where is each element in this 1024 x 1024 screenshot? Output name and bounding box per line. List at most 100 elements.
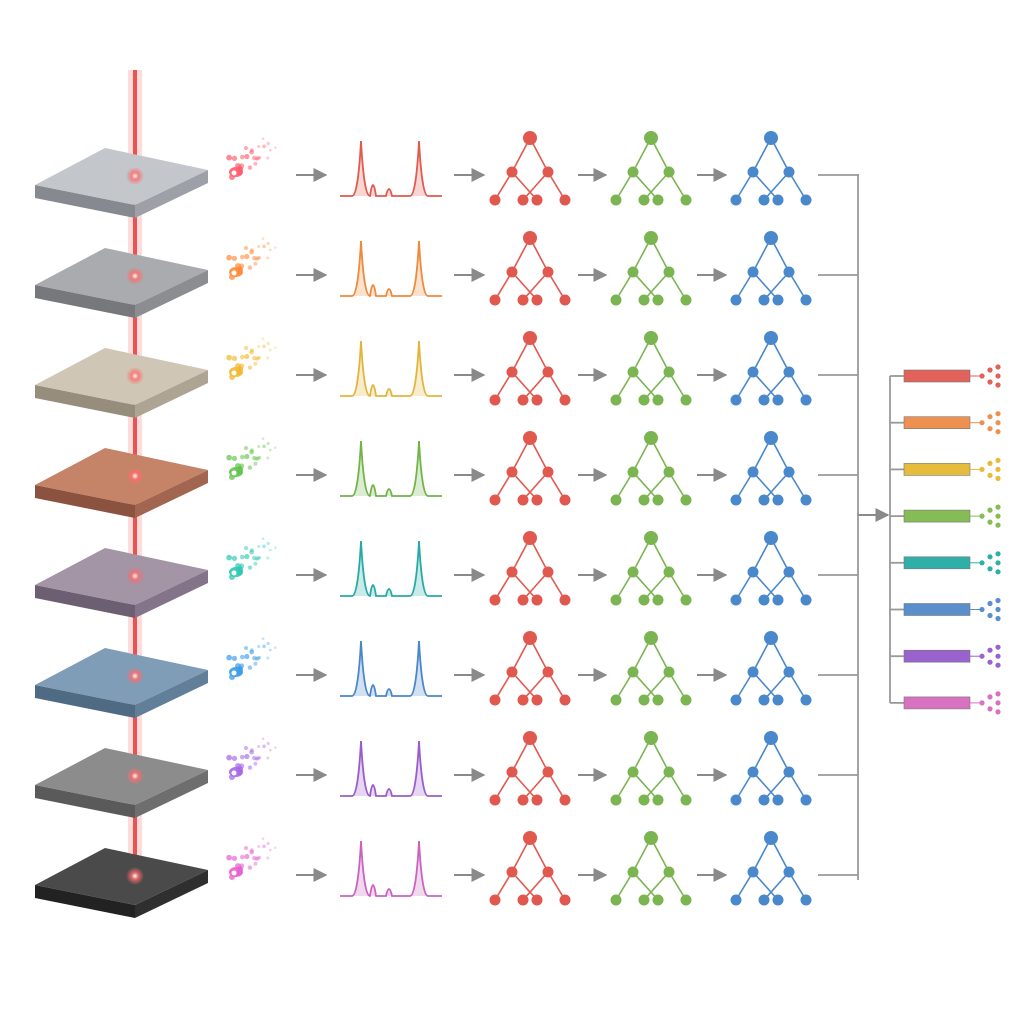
- tree-node: [764, 731, 778, 745]
- output-dot: [995, 420, 1001, 426]
- plume-particle: [239, 163, 245, 169]
- plume-particle: [254, 857, 259, 861]
- plume-particle: [268, 348, 272, 352]
- tree-node: [680, 294, 692, 306]
- plume-particle: [253, 461, 258, 466]
- plume-particle: [244, 153, 250, 160]
- plume-particle: [252, 255, 257, 261]
- plume-particle: [244, 753, 250, 760]
- tree-edge: [763, 671, 790, 701]
- tree-node: [638, 694, 650, 706]
- output-dot: [987, 367, 993, 373]
- tree-node: [680, 594, 692, 606]
- plume-particle: [226, 154, 232, 161]
- plume-particle: [239, 763, 245, 769]
- tree-node: [680, 794, 692, 806]
- plume-particle: [261, 337, 265, 341]
- tree-edge: [522, 871, 549, 901]
- tree-node: [523, 731, 537, 745]
- tree-edge: [763, 471, 790, 501]
- output-dot: [995, 466, 1001, 472]
- tree-node: [627, 366, 639, 378]
- plume-particle: [249, 549, 254, 555]
- plume-particle: [274, 446, 277, 449]
- tree-node: [506, 466, 518, 478]
- plume-particle: [250, 148, 254, 153]
- tree-node: [489, 294, 501, 306]
- plume-particle: [266, 156, 270, 160]
- plume-particle: [266, 141, 270, 146]
- tree-node: [764, 531, 778, 545]
- plume-particle: [253, 661, 258, 666]
- tree-node: [542, 166, 554, 178]
- plume-particle: [249, 149, 254, 155]
- plume-particle: [257, 355, 262, 360]
- tree-node: [638, 194, 650, 206]
- spectrum: [340, 240, 442, 297]
- tree-edge: [643, 571, 670, 601]
- tree-edge: [632, 371, 659, 401]
- plume-particle: [244, 453, 250, 460]
- tree-node: [644, 531, 658, 545]
- output-dot: [987, 566, 993, 572]
- plume-particle: [253, 761, 258, 766]
- tree-node: [517, 194, 529, 206]
- pipeline-row: [35, 631, 858, 718]
- tree-node: [542, 866, 554, 878]
- tree-node: [730, 394, 742, 406]
- tree-node: [680, 194, 692, 206]
- plume-particle: [252, 555, 257, 561]
- tree-node: [627, 566, 639, 578]
- plume-particle: [252, 855, 257, 861]
- spectrum: [340, 340, 442, 397]
- plume-particle: [257, 644, 261, 649]
- plume-particle: [254, 157, 259, 161]
- tree-node: [680, 494, 692, 506]
- plume-particle: [244, 553, 250, 560]
- tree-node: [758, 394, 770, 406]
- spectrum-fill: [340, 441, 442, 496]
- tree-node: [489, 894, 501, 906]
- tree-node: [542, 266, 554, 278]
- output-dot: [995, 597, 1001, 604]
- plate-top: [35, 348, 208, 405]
- tree-node: [506, 666, 518, 678]
- plume-particle: [252, 355, 257, 361]
- plume-particle: [266, 441, 270, 446]
- tree-node: [783, 866, 795, 878]
- feature-bar: [903, 509, 971, 523]
- pipeline-row: [35, 731, 858, 818]
- spectrum: [340, 840, 442, 897]
- tree-node: [531, 494, 543, 506]
- output-dot: [995, 551, 1001, 557]
- tree-edge: [763, 571, 790, 601]
- tree-node: [772, 394, 784, 406]
- output-dot: [987, 647, 993, 653]
- tree-edge: [643, 271, 670, 301]
- output-dot: [987, 694, 993, 700]
- tree-edge: [511, 571, 538, 601]
- pipeline-row: [35, 431, 858, 518]
- tree-edge: [643, 371, 670, 401]
- plume-particle: [231, 755, 238, 762]
- plate-side: [35, 685, 135, 718]
- spectrum-fill: [340, 341, 442, 396]
- plume-particle: [262, 844, 266, 849]
- output-dot: [995, 513, 1001, 519]
- plume-particle: [253, 361, 258, 366]
- plume-particle: [250, 348, 254, 353]
- tree-node: [758, 794, 770, 806]
- tree-node: [772, 494, 784, 506]
- tree-node: [680, 694, 692, 706]
- tree-node: [559, 394, 571, 406]
- spectrum-fill: [340, 641, 442, 696]
- plume-particle: [249, 249, 254, 255]
- tree-node: [506, 766, 518, 778]
- tree-edge: [511, 771, 538, 801]
- tree-node: [523, 531, 537, 545]
- output-dot: [995, 429, 1001, 435]
- tree-edge: [522, 571, 549, 601]
- tree-edge: [522, 171, 549, 201]
- tree-edge: [643, 671, 670, 701]
- tree-node: [783, 766, 795, 778]
